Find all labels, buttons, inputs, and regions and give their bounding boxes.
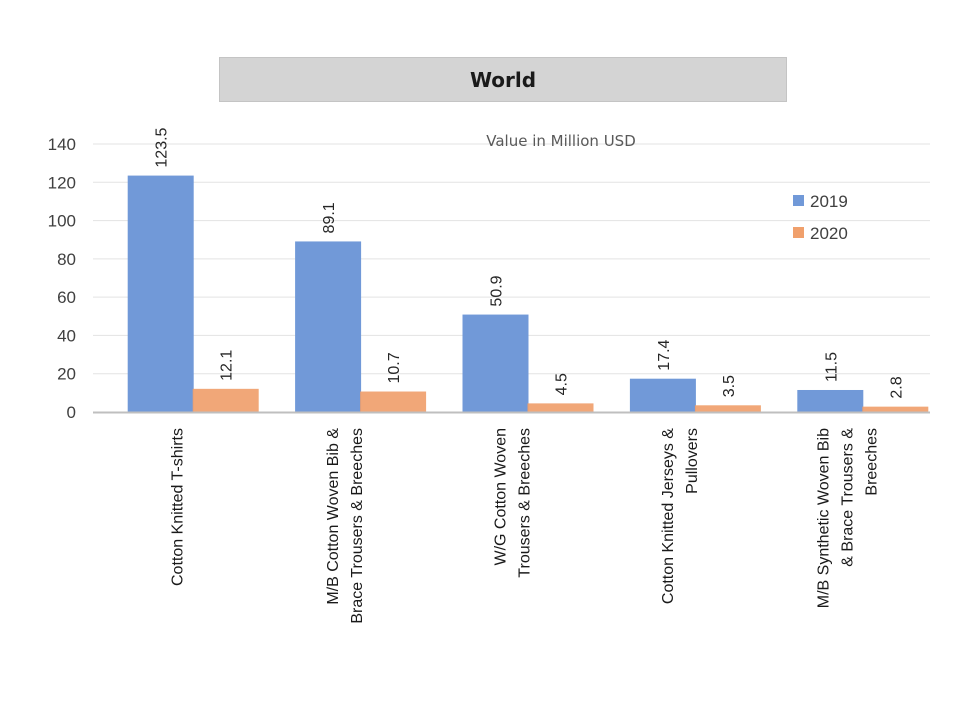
x-tick-label: Cotton Knitted T-shirts	[170, 428, 187, 586]
y-tick-label: 60	[57, 288, 76, 307]
y-axis-ticks: 0 20 40 60 80 100 120 140	[48, 135, 76, 422]
data-label: 2.8	[888, 376, 905, 398]
x-tick-label: Cotton Knitted Jerseys &	[660, 428, 677, 604]
gridlines	[93, 143, 930, 375]
bar-2019-0	[127, 175, 194, 412]
data-label: 4.5	[554, 373, 571, 395]
bar-2020-1	[360, 391, 427, 412]
legend-swatch-2020	[793, 227, 804, 238]
x-tick-label: M/B Cotton Woven Bib &	[325, 428, 342, 605]
chart-subtitle: Value in Million USD	[486, 132, 636, 150]
legend-label: 2020	[810, 224, 848, 243]
data-labels: 123.5 89.1 50.9 17.4 11.5 12.1 10.7 4.5 3.5 2.8	[154, 127, 906, 398]
x-axis-labels: Cotton Knitted T-shirts M/B Cotton Woven …	[170, 428, 881, 624]
data-label: 12.1	[219, 350, 236, 381]
legend-swatch-2019	[793, 195, 804, 206]
data-label: 3.5	[721, 375, 738, 397]
y-tick-label: 80	[57, 250, 76, 269]
y-tick-label: 120	[48, 173, 76, 192]
bar-2020-2	[527, 403, 594, 412]
x-tick-label: W/G Cotton Woven	[493, 428, 510, 566]
x-tick-label: Breeches	[863, 428, 880, 496]
y-tick-label: 0	[67, 403, 76, 422]
data-label: 50.9	[489, 275, 506, 306]
chart-title: World	[219, 57, 787, 102]
y-tick-label: 140	[48, 135, 76, 154]
data-label: 10.7	[386, 352, 403, 383]
bar-2019-3	[629, 378, 696, 412]
x-tick-label: & Brace Trousers &	[839, 428, 856, 567]
bar-2020-4	[862, 406, 929, 412]
x-tick-label: Trousers & Breeches	[517, 428, 534, 578]
y-tick-label: 20	[57, 365, 76, 384]
data-label: 11.5	[823, 352, 840, 382]
bar-2019-4	[797, 389, 864, 412]
legend: 2019 2020	[793, 192, 848, 243]
bar-2020-0	[192, 388, 259, 412]
bar-2019-1	[295, 241, 362, 412]
bar-2019-2	[462, 314, 529, 412]
bar-2020-3	[694, 405, 761, 412]
data-label: 123.5	[154, 127, 171, 167]
x-tick-label: M/B Synthetic Woven Bib	[815, 428, 832, 608]
legend-label: 2019	[810, 192, 848, 211]
bars	[127, 175, 929, 412]
x-tick-label: Brace Trousers & Breeches	[349, 428, 366, 624]
x-tick-label: Pullovers	[684, 428, 701, 494]
data-label: 17.4	[656, 339, 673, 370]
data-label: 89.1	[321, 202, 338, 233]
y-tick-label: 100	[48, 212, 76, 231]
y-tick-label: 40	[57, 326, 76, 345]
